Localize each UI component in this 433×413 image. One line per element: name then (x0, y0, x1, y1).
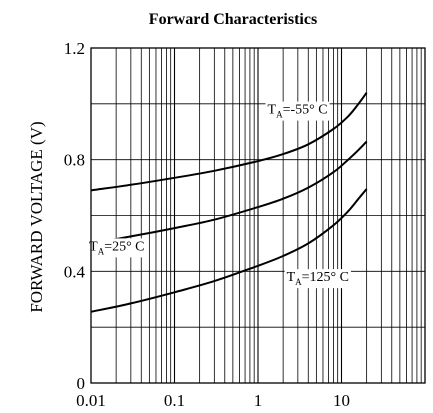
data-curves (90, 92, 368, 313)
curve-label-background (265, 101, 330, 121)
curve-label-background (284, 269, 351, 289)
curve-label-text: TA=125° C (287, 270, 349, 287)
y-tick-label: 0.8 (64, 151, 85, 170)
series-line (90, 140, 368, 245)
plot-frame (90, 47, 426, 384)
tick-labels: 0.01 0.1 1 10 0 0.4 0.8 1.2 (64, 39, 350, 410)
curve-label: TA=-55° C (265, 101, 330, 121)
y-tick-label: 0.4 (64, 262, 86, 281)
y-tick-label: 1.2 (64, 39, 85, 58)
chart-title: Forward Characteristics (149, 11, 317, 28)
curve-label-text: TA=-55° C (268, 103, 328, 120)
x-tick-label: 10 (333, 391, 350, 410)
x-tick-label: 0.01 (76, 391, 106, 410)
y-tick-label: 0 (77, 374, 86, 393)
curve-label-background (87, 238, 147, 258)
series-line (90, 188, 368, 313)
x-tick-label: 1 (254, 391, 263, 410)
series-line (90, 92, 368, 192)
curve-labels: TA=-55° C TA=25° C TA=125° C (87, 101, 351, 289)
x-tick-label: 0.1 (164, 391, 185, 410)
grid-lines (91, 48, 425, 383)
curve-label: TA=25° C (87, 238, 147, 258)
y-axis-label: FORWARD VOLTAGE (V) (27, 121, 46, 312)
curve-label-text: TA=25° C (89, 239, 144, 256)
curve-label: TA=125° C (284, 269, 351, 289)
